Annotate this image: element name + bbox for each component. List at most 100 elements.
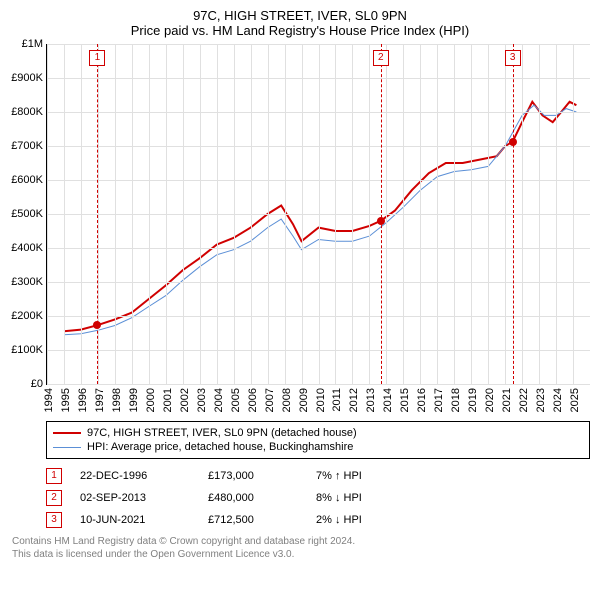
x-axis-label: 2008 (281, 388, 293, 412)
x-axis-label: 2020 (484, 388, 496, 412)
series-line (64, 105, 576, 335)
transaction-hpi: 2% ↓ HPI (316, 514, 416, 526)
transaction-row: 2 02-SEP-2013 £480,000 8% ↓ HPI (46, 487, 590, 509)
marker-box: 3 (505, 50, 521, 66)
transaction-hpi: 7% ↑ HPI (316, 470, 416, 482)
gridline-v (251, 44, 252, 384)
marker-line (97, 44, 98, 384)
chart-title: 97C, HIGH STREET, IVER, SL0 9PN (0, 8, 600, 23)
gridline-v (539, 44, 540, 384)
y-axis-label: £800K (11, 106, 43, 118)
gridline-v (302, 44, 303, 384)
x-axis-label: 2011 (331, 388, 343, 412)
legend-item: HPI: Average price, detached house, Buck… (53, 440, 583, 454)
gridline-v (81, 44, 82, 384)
marker-line (513, 44, 514, 384)
x-axis-label: 2017 (433, 388, 445, 412)
gridline-v (217, 44, 218, 384)
x-axis-label: 2023 (535, 388, 547, 412)
gridline-v (319, 44, 320, 384)
chart-container: 97C, HIGH STREET, IVER, SL0 9PN Price pa… (0, 8, 600, 561)
x-axis-label: 2024 (552, 388, 564, 412)
gridline-v (166, 44, 167, 384)
x-axis-label: 1994 (43, 388, 55, 412)
gridline-v (556, 44, 557, 384)
x-axis-label: 2015 (399, 388, 411, 412)
gridline-v (420, 44, 421, 384)
transaction-price: £712,500 (208, 514, 298, 526)
x-axis-label: 1995 (60, 388, 72, 412)
legend-item: 97C, HIGH STREET, IVER, SL0 9PN (detache… (53, 426, 583, 440)
y-axis-label: £600K (11, 174, 43, 186)
y-axis-label: £0 (31, 378, 43, 390)
marker-point (93, 321, 101, 329)
series-line (64, 102, 576, 331)
transaction-date: 22-DEC-1996 (80, 470, 190, 482)
x-axis-label: 2019 (467, 388, 479, 412)
legend-swatch (53, 432, 81, 434)
gridline-v (488, 44, 489, 384)
transaction-marker: 1 (46, 468, 62, 484)
gridline-v (335, 44, 336, 384)
gridline-v (115, 44, 116, 384)
gridline-v (285, 44, 286, 384)
y-axis-label: £900K (11, 72, 43, 84)
marker-line (381, 44, 382, 384)
x-axis-label: 2014 (382, 388, 394, 412)
gridline-v (505, 44, 506, 384)
marker-box: 1 (89, 50, 105, 66)
x-axis-label: 2025 (569, 388, 581, 412)
transaction-marker: 3 (46, 512, 62, 528)
transaction-hpi: 8% ↓ HPI (316, 492, 416, 504)
y-axis-label: £200K (11, 310, 43, 322)
x-axis-label: 2001 (162, 388, 174, 412)
transaction-marker: 2 (46, 490, 62, 506)
gridline-v (573, 44, 574, 384)
legend: 97C, HIGH STREET, IVER, SL0 9PN (detache… (46, 421, 590, 459)
gridline-v (522, 44, 523, 384)
x-axis-label: 2006 (247, 388, 259, 412)
transaction-row: 1 22-DEC-1996 £173,000 7% ↑ HPI (46, 465, 590, 487)
legend-swatch (53, 447, 81, 448)
y-axis-label: £100K (11, 344, 43, 356)
y-axis-label: £1M (22, 38, 43, 50)
y-axis-label: £400K (11, 242, 43, 254)
transaction-price: £480,000 (208, 492, 298, 504)
transaction-row: 310-JUN-2021£712,5002% ↓ HPI (46, 509, 590, 531)
x-axis-label: 2005 (230, 388, 242, 412)
gridline-v (149, 44, 150, 384)
y-axis-label: £700K (11, 140, 43, 152)
x-axis-label: 2010 (315, 388, 327, 412)
x-axis-label: 2000 (145, 388, 157, 412)
gridline-v (234, 44, 235, 384)
x-axis-label: 2012 (348, 388, 360, 412)
chart-subtitle: Price paid vs. HM Land Registry's House … (0, 23, 600, 38)
gridline-v (471, 44, 472, 384)
legend-label: 97C, HIGH STREET, IVER, SL0 9PN (detache… (87, 427, 357, 439)
footer-line1: Contains HM Land Registry data © Crown c… (12, 535, 590, 548)
x-axis-label: 2004 (213, 388, 225, 412)
gridline-v (268, 44, 269, 384)
gridline-v (437, 44, 438, 384)
transaction-date: 02-SEP-2013 (80, 492, 190, 504)
plot-area: £0£100K£200K£300K£400K£500K£600K£700K£80… (46, 44, 590, 385)
gridline-v (183, 44, 184, 384)
gridline-v (403, 44, 404, 384)
footer-line2: This data is licensed under the Open Gov… (12, 548, 590, 561)
x-axis-label: 2009 (298, 388, 310, 412)
gridline-h (47, 384, 590, 385)
x-axis-label: 1998 (111, 388, 123, 412)
x-axis-label: 1996 (77, 388, 89, 412)
gridline-v (64, 44, 65, 384)
footer: Contains HM Land Registry data © Crown c… (12, 535, 590, 561)
marker-box: 2 (373, 50, 389, 66)
transaction-table: 1 22-DEC-1996 £173,000 7% ↑ HPI 2 02-SEP-2013… (46, 465, 590, 531)
x-axis-label: 1997 (94, 388, 106, 412)
gridline-v (369, 44, 370, 384)
y-axis-label: £300K (11, 276, 43, 288)
x-axis-label: 2016 (416, 388, 428, 412)
transaction-price: £173,000 (208, 470, 298, 482)
x-axis-label: 2003 (196, 388, 208, 412)
x-axis-label: 2002 (179, 388, 191, 412)
gridline-v (200, 44, 201, 384)
